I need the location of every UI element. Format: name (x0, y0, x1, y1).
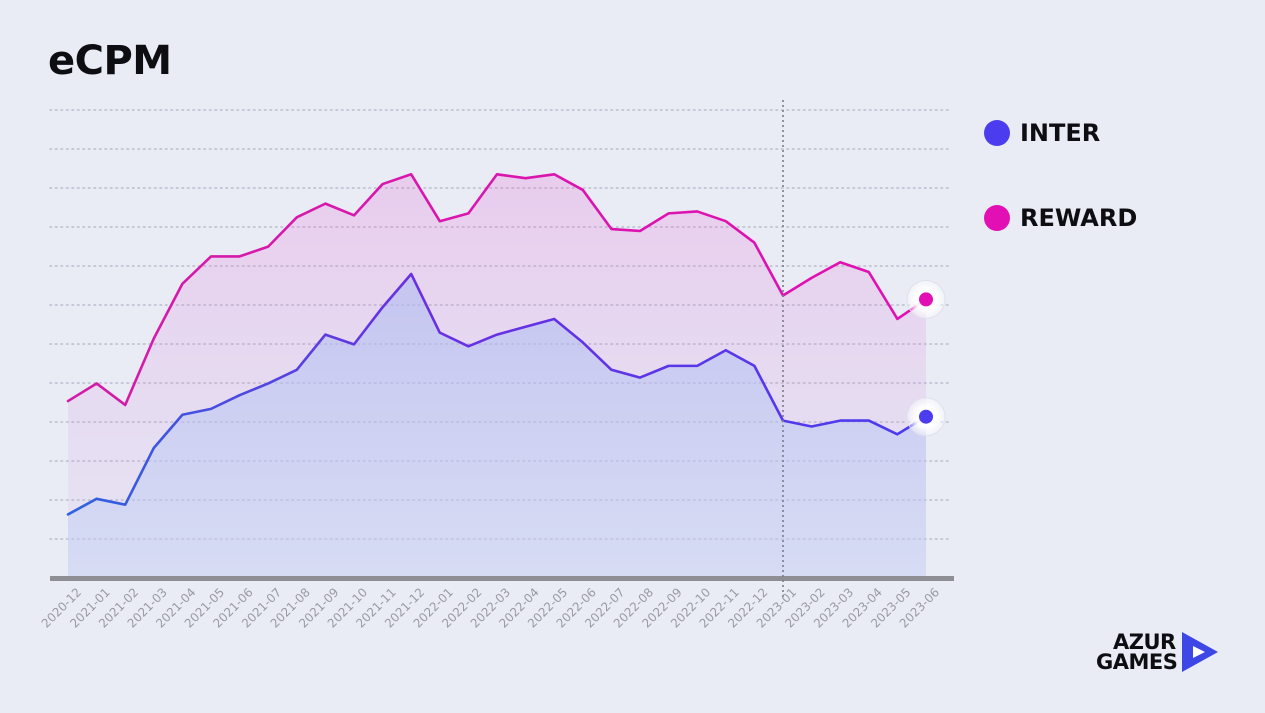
x-axis-baseline (50, 576, 954, 581)
end-point-inter (919, 409, 933, 424)
logo-line-2: GAMES (1096, 650, 1178, 674)
legend-item-inter[interactable]: INTER (984, 116, 1137, 150)
legend-label-reward: REWARD (1020, 204, 1138, 232)
legend-swatch-reward (984, 205, 1010, 231)
legend-label-inter: INTER (1020, 119, 1101, 147)
legend: INTER REWARD (984, 116, 1137, 286)
logo-line-1: AZUR (1113, 630, 1176, 654)
legend-swatch-inter (984, 120, 1010, 146)
end-point-reward (919, 292, 933, 307)
area-inter (68, 273, 926, 577)
logo-wordmark: AZUR GAMES (1096, 630, 1178, 674)
x-axis-ticks: 2020-122021-012021-022021-032021-042021-… (39, 585, 942, 630)
legend-item-reward[interactable]: REWARD (984, 201, 1137, 235)
end-points (906, 279, 946, 437)
play-triangle-icon (1182, 632, 1219, 672)
series-areas (68, 174, 926, 578)
chart-title: eCPM (48, 38, 172, 84)
azur-games-logo: AZUR GAMES (1096, 630, 1222, 674)
